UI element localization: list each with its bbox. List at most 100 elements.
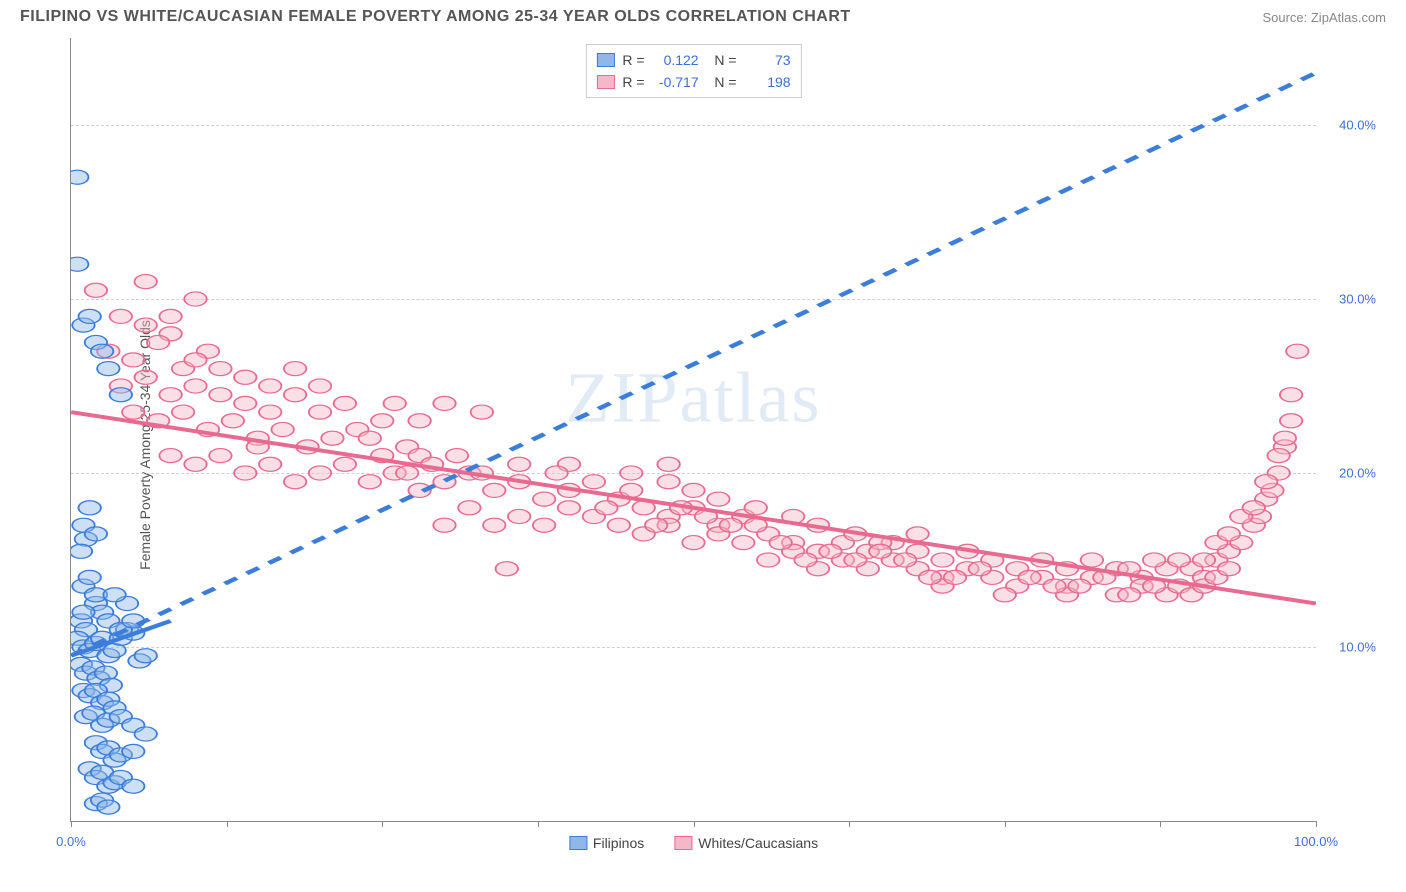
data-point bbox=[1193, 553, 1215, 567]
xtick bbox=[227, 821, 228, 827]
data-point bbox=[757, 553, 779, 567]
data-point bbox=[670, 501, 692, 515]
data-point bbox=[844, 527, 866, 541]
data-point bbox=[545, 466, 567, 480]
data-point bbox=[159, 388, 181, 402]
data-point bbox=[707, 492, 729, 506]
data-point bbox=[1168, 553, 1190, 567]
data-point bbox=[259, 405, 281, 419]
xtick-label: 100.0% bbox=[1294, 834, 1338, 849]
data-point bbox=[1280, 414, 1302, 428]
data-point bbox=[620, 483, 642, 497]
data-point bbox=[259, 457, 281, 471]
data-point bbox=[184, 292, 206, 306]
data-point bbox=[782, 509, 804, 523]
data-point bbox=[71, 544, 92, 558]
swatch-filipinos-icon bbox=[569, 836, 587, 850]
plot-area: ZIPatlas R = 0.122 N = 73 R = -0.717 N =… bbox=[70, 38, 1316, 822]
data-point bbox=[122, 614, 144, 628]
legend-item-whites: Whites/Caucasians bbox=[674, 835, 818, 851]
stats-legend: R = 0.122 N = 73 R = -0.717 N = 198 bbox=[585, 44, 801, 98]
data-point bbox=[284, 388, 306, 402]
data-point bbox=[122, 353, 144, 367]
data-point bbox=[1143, 579, 1165, 593]
data-point bbox=[103, 588, 125, 602]
data-point bbox=[110, 309, 132, 323]
legend-item-filipinos: Filipinos bbox=[569, 835, 644, 851]
data-point bbox=[919, 570, 941, 584]
data-point bbox=[657, 475, 679, 489]
data-point bbox=[483, 483, 505, 497]
data-point bbox=[1068, 579, 1090, 593]
data-point bbox=[147, 414, 169, 428]
data-point bbox=[769, 536, 791, 550]
data-point bbox=[1118, 562, 1140, 576]
data-point bbox=[85, 283, 107, 297]
legend-label-filipinos: Filipinos bbox=[593, 835, 644, 851]
data-point bbox=[371, 414, 393, 428]
data-point bbox=[794, 553, 816, 567]
data-point bbox=[745, 501, 767, 515]
data-point bbox=[78, 309, 100, 323]
data-point bbox=[844, 553, 866, 567]
data-point bbox=[309, 379, 331, 393]
xtick bbox=[538, 821, 539, 827]
data-point bbox=[71, 257, 88, 271]
data-point bbox=[296, 440, 318, 454]
r-label: R = bbox=[622, 71, 644, 93]
data-point bbox=[271, 422, 293, 436]
r-value-whites: -0.717 bbox=[651, 71, 699, 93]
data-point bbox=[371, 449, 393, 463]
data-point bbox=[1018, 570, 1040, 584]
data-point bbox=[657, 457, 679, 471]
data-point bbox=[247, 440, 269, 454]
swatch-filipinos bbox=[596, 53, 614, 67]
data-point bbox=[197, 422, 219, 436]
data-point bbox=[558, 483, 580, 497]
data-point bbox=[184, 457, 206, 471]
stats-row-whites: R = -0.717 N = 198 bbox=[596, 71, 790, 93]
data-point bbox=[819, 544, 841, 558]
xtick bbox=[1316, 821, 1317, 827]
data-point bbox=[209, 388, 231, 402]
data-point bbox=[309, 466, 331, 480]
data-point bbox=[421, 457, 443, 471]
data-point bbox=[620, 466, 642, 480]
data-point bbox=[931, 553, 953, 567]
data-point bbox=[284, 362, 306, 376]
r-value-filipinos: 0.122 bbox=[651, 49, 699, 71]
source-label: Source: ZipAtlas.com bbox=[1262, 10, 1386, 25]
data-point bbox=[309, 405, 331, 419]
data-point bbox=[583, 475, 605, 489]
n-value-whites: 198 bbox=[743, 71, 791, 93]
data-point bbox=[1043, 579, 1065, 593]
data-point bbox=[1118, 588, 1140, 602]
swatch-whites-icon bbox=[674, 836, 692, 850]
data-point bbox=[1274, 431, 1296, 445]
data-point bbox=[595, 501, 617, 515]
data-point bbox=[122, 779, 144, 793]
data-point bbox=[122, 405, 144, 419]
data-point bbox=[496, 562, 518, 576]
data-point bbox=[433, 396, 455, 410]
data-point bbox=[695, 509, 717, 523]
data-point bbox=[645, 518, 667, 532]
data-point bbox=[234, 370, 256, 384]
data-point bbox=[134, 649, 156, 663]
data-point bbox=[682, 483, 704, 497]
data-point bbox=[1255, 475, 1277, 489]
data-point bbox=[944, 570, 966, 584]
data-point bbox=[134, 318, 156, 332]
data-point bbox=[869, 544, 891, 558]
n-label: N = bbox=[707, 49, 737, 71]
data-point bbox=[471, 405, 493, 419]
data-point bbox=[682, 536, 704, 550]
data-point bbox=[533, 518, 555, 532]
xtick bbox=[1160, 821, 1161, 827]
data-point bbox=[72, 605, 94, 619]
data-point bbox=[78, 501, 100, 515]
data-point bbox=[969, 562, 991, 576]
data-point bbox=[159, 309, 181, 323]
data-point bbox=[259, 379, 281, 393]
data-point bbox=[433, 518, 455, 532]
